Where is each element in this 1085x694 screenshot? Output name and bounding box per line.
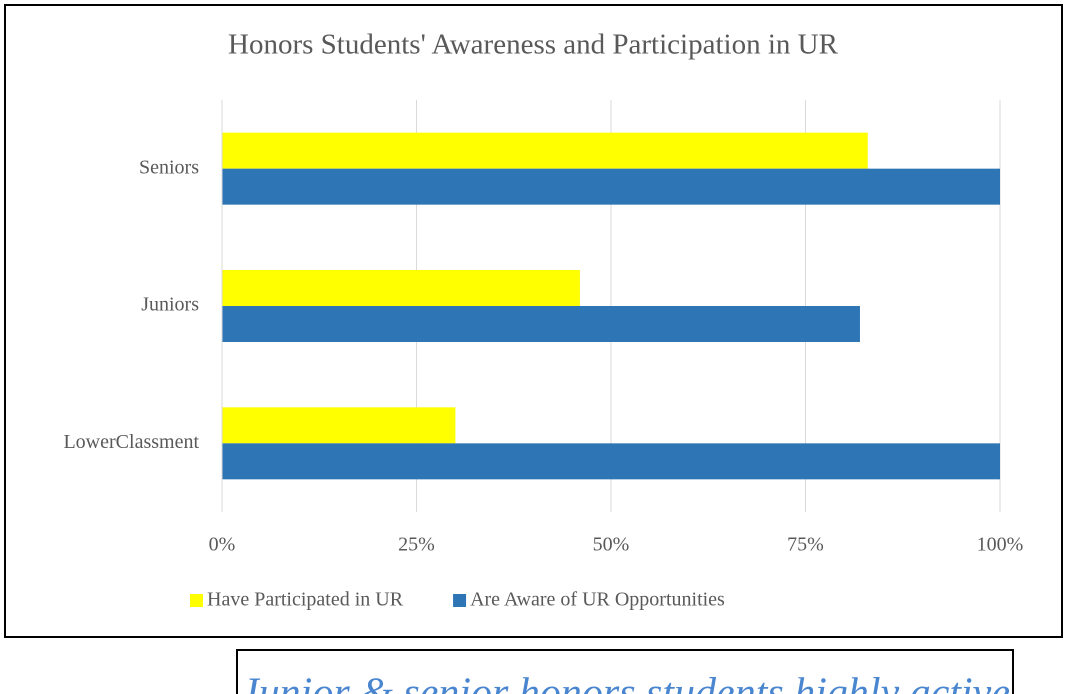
x-tick-label: 0% [209,534,236,556]
bar [222,443,1000,480]
legend-label: Are Aware of UR Opportunities [470,589,725,611]
caption-box [236,649,1014,694]
x-tick-label: 25% [398,534,435,556]
x-tick-label: 100% [977,534,1024,556]
bar [222,306,860,342]
legend-label: Have Participated in UR [207,589,404,611]
caption: Junior & senior honors students highly a… [240,671,1010,694]
legend-swatch [190,594,203,607]
bar [222,168,1000,205]
bar [222,407,456,444]
bar [222,132,868,169]
y-tick-label: Juniors [141,294,199,316]
y-tick-label: LowerClassment [63,431,199,453]
bar [222,270,580,306]
x-tick-label: 75% [787,534,824,556]
chart-title: Honors Students' Awareness and Participa… [228,29,839,61]
x-tick-label: 50% [593,534,630,556]
y-tick-label: Seniors [139,156,199,178]
legend-swatch [453,594,467,607]
